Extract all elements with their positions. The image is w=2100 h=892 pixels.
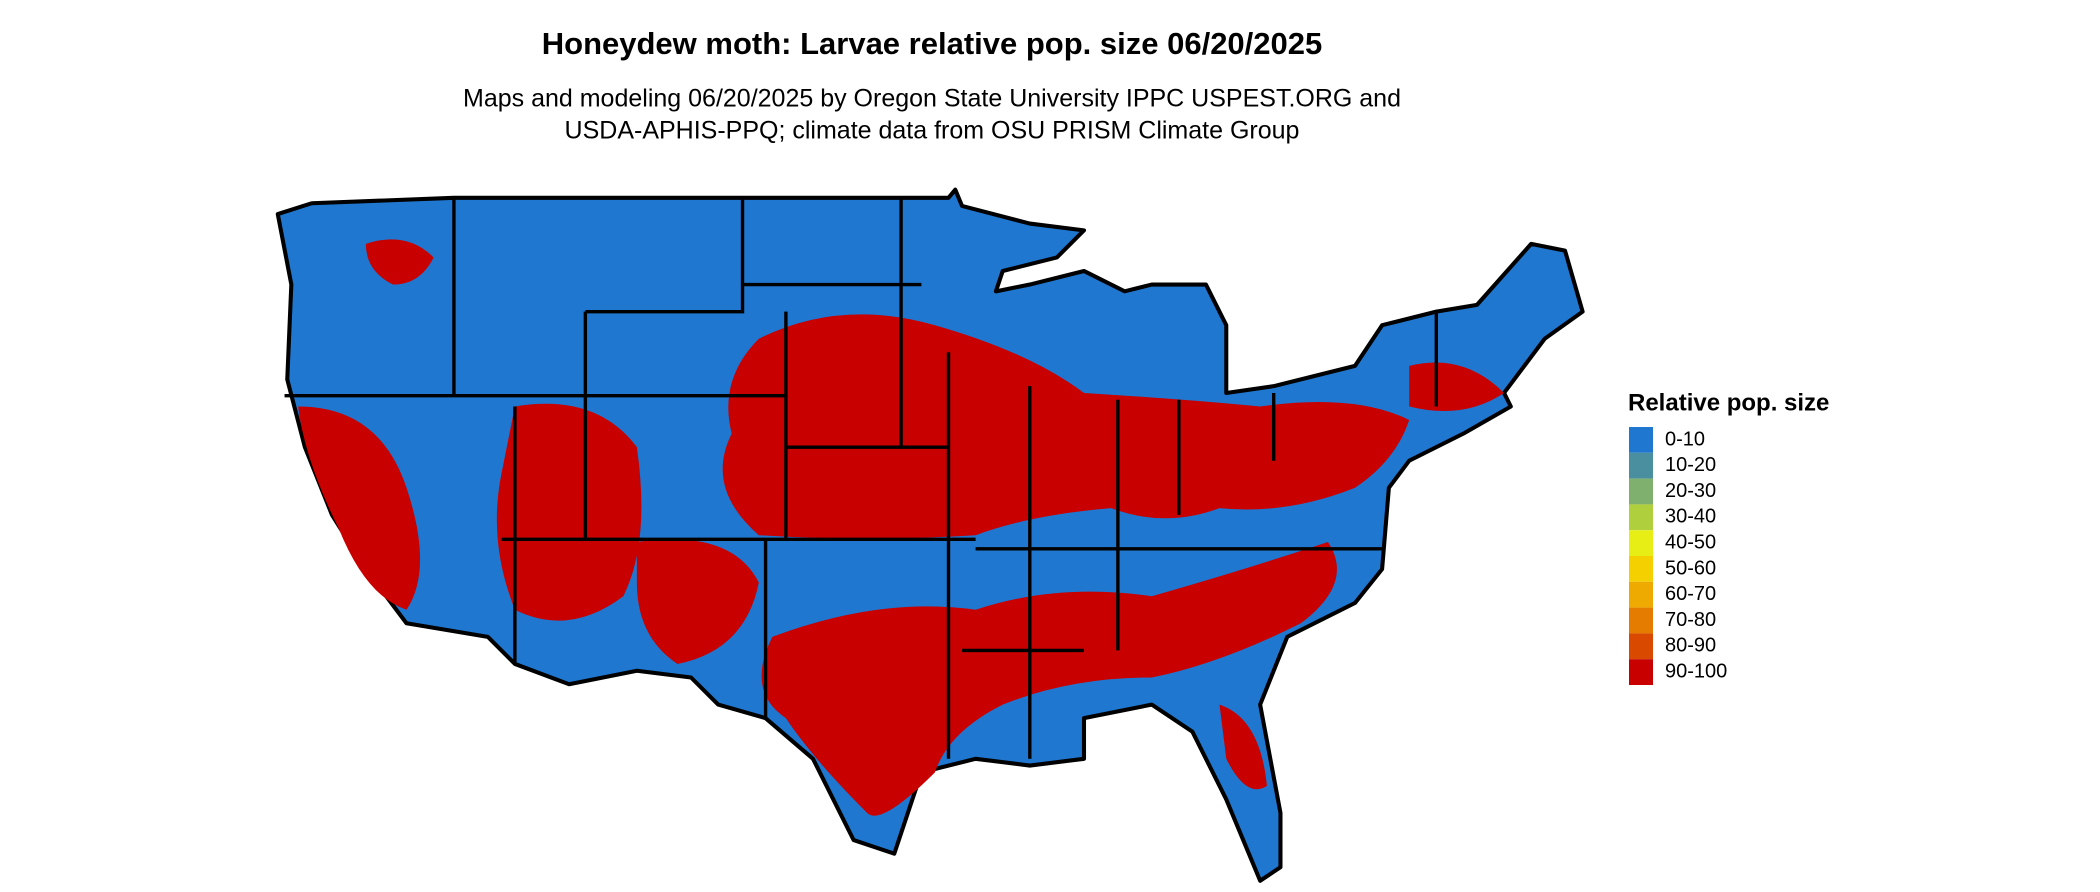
legend-label: 80-90 (1665, 635, 1716, 657)
high-population-areas (298, 239, 1505, 816)
california-region (298, 406, 421, 610)
subtitle: Maps and modeling 06/20/2025 by Oregon S… (463, 85, 1401, 113)
new-mexico-region (636, 539, 759, 664)
legend-swatch (1629, 556, 1653, 582)
legend-label: 0-10 (1665, 428, 1705, 450)
us-map (275, 187, 1585, 883)
legend-label: 70-80 (1665, 609, 1716, 631)
legend-label: 50-60 (1665, 557, 1716, 579)
state-borders (284, 197, 1438, 759)
legend-label: 30-40 (1665, 506, 1716, 528)
legend-swatch (1629, 581, 1653, 608)
legend-label: 40-50 (1665, 531, 1716, 553)
legend-swatch (1629, 530, 1653, 556)
legend-swatch (1629, 504, 1653, 531)
legend: 0-10 10-20 20-30 30-40 40-50 50-60 60-70 70-80 8… (1629, 427, 1727, 685)
legend-swatch (1629, 478, 1653, 505)
legend-swatch (1629, 607, 1653, 634)
central-region (722, 314, 1410, 539)
legend-label: 60-70 (1665, 583, 1716, 605)
northeast-region (1409, 362, 1505, 412)
southern-band (761, 542, 1337, 816)
legend-title: Relative pop. size (1628, 389, 1829, 416)
subtitle: USDA-APHIS-PPQ; climate data from OSU PR… (565, 117, 1300, 145)
florida-region (1219, 704, 1267, 790)
legend-swatch (1629, 427, 1653, 453)
legend-label: 20-30 (1665, 480, 1716, 502)
utah-region (496, 403, 642, 621)
title: Honeydew moth: Larvae relative pop. size… (542, 26, 1323, 61)
washington-region (365, 239, 434, 285)
legend-label: 10-20 (1665, 454, 1716, 476)
legend-swatch (1629, 633, 1653, 660)
legend-swatch (1629, 659, 1653, 685)
legend-swatch (1629, 452, 1653, 479)
legend-label: 90-100 (1665, 660, 1727, 682)
